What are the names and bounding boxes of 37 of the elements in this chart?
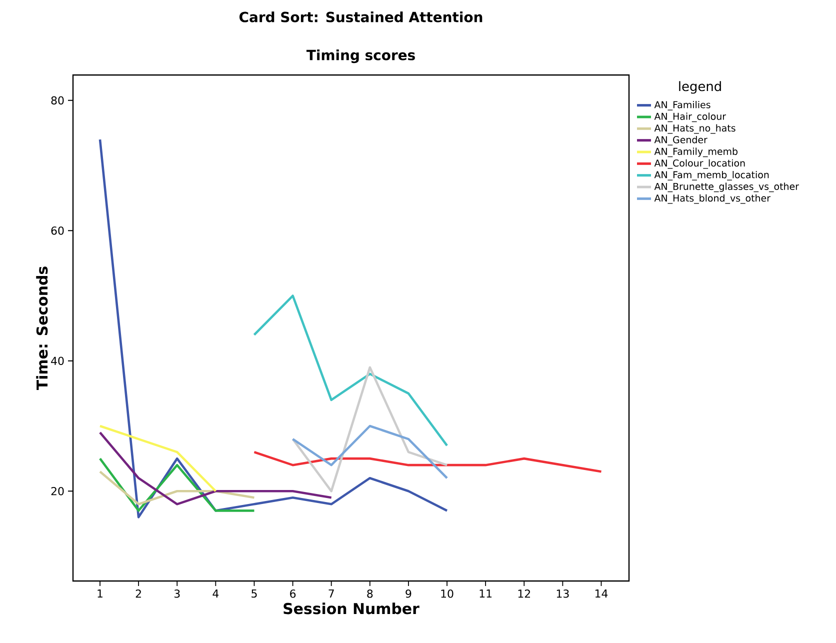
x-tick-label: 4 [212,590,219,598]
legend-label: AN_Families [654,100,710,110]
x-tick-label: 9 [406,590,412,598]
y-tick-label: 60 [51,226,64,235]
legend-label: AN_Brunette_glasses_vs_other [654,182,799,192]
chart-title: Card Sort: Sustained Attention [239,12,482,22]
legend-label: AN_Gender [654,136,708,146]
legend-label: AN_Fam_memb_location [654,170,769,180]
x-tick-label: 1 [98,590,102,598]
line-series [98,470,256,506]
y-tick-label: 20 [51,486,64,496]
x-axis-title: Session Number [284,602,420,614]
x-tick-label: 10 [441,590,454,598]
y-tick-label: 40 [51,356,64,366]
x-tick-label: 5 [252,590,257,598]
x-tick-label: 11 [480,590,492,598]
legend-label: AN_Hats_blond_vs_other [654,194,770,204]
legend-label: AN_Hair_colour [654,112,726,122]
x-tick-label: 7 [328,590,334,598]
line-series [98,424,217,492]
line-series [292,366,448,492]
legend-title: legend [679,81,721,94]
x-tick-label: 8 [367,590,373,598]
line-series [253,294,448,447]
x-tick-label: 3 [174,590,180,598]
x-tick-label: 14 [595,590,608,598]
y-axis-title: Time: Seconds [36,266,48,390]
x-tick-label: 12 [518,590,530,598]
legend-label: AN_Colour_location [654,159,745,169]
chart-subtitle: Timing scores [306,50,415,64]
legend-label: AN_Hats_no_hats [654,124,736,134]
y-tick-label: 80 [51,96,64,105]
line-series [292,424,448,480]
x-tick-label: 13 [556,590,569,598]
x-tick-label: 2 [136,590,141,598]
x-tick-label: 6 [290,590,296,598]
legend-label: AN_Family_memb [654,148,738,158]
